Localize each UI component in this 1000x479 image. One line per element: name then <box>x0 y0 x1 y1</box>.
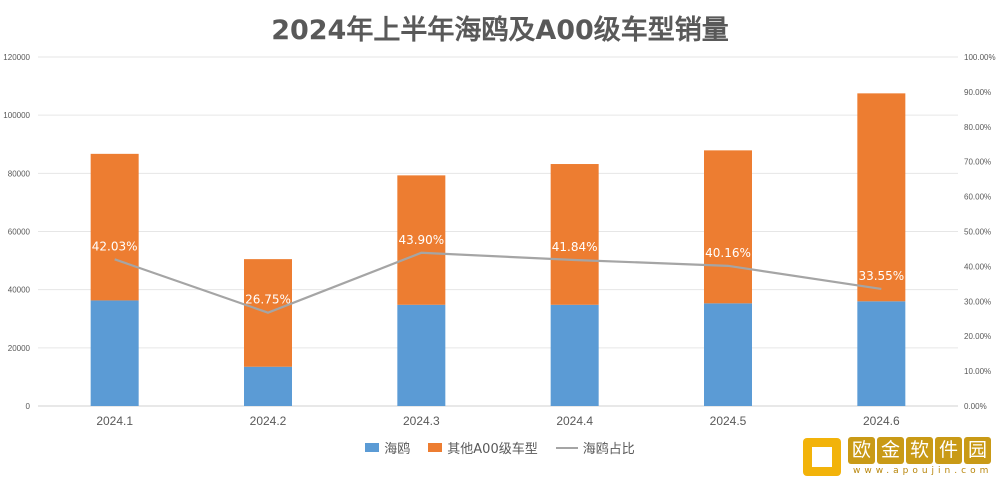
watermark-char: 件 <box>935 437 962 464</box>
legend-swatch <box>555 446 578 449</box>
y2-tick-label: 10.00% <box>964 367 991 376</box>
x-tick-label: 2024.1 <box>96 414 133 428</box>
y-tick-label: 60000 <box>8 228 31 237</box>
y-tick-label: 0 <box>26 402 31 411</box>
y-tick-label: 120000 <box>3 53 30 62</box>
data-label: 43.90% <box>398 233 444 247</box>
watermark-logo: 欧金软件园 www.apoujin.com <box>803 436 998 479</box>
data-label: 42.03% <box>92 239 138 253</box>
watermark-url: www.apoujin.com <box>853 466 993 476</box>
legend-item-haiou[interactable]: 海鸥 <box>365 438 410 457</box>
watermark-char: 园 <box>964 437 991 464</box>
y2-tick-label: 50.00% <box>964 228 991 237</box>
legend-label: 海鸥 <box>384 442 411 457</box>
legend-label: 海鸥占比 <box>582 442 635 457</box>
y-tick-label: 80000 <box>8 169 31 178</box>
y-tick-label: 20000 <box>8 344 31 353</box>
data-label: 41.84% <box>552 240 598 254</box>
legend-item-other[interactable]: 其他A00级车型 <box>428 438 538 457</box>
x-tick-label: 2024.3 <box>403 414 440 428</box>
bar-haiou <box>244 366 292 406</box>
legend-item-share[interactable]: 海鸥占比 <box>555 438 635 457</box>
line-haiou-share <box>114 251 882 314</box>
bar-haiou <box>90 300 139 406</box>
data-label: 33.55% <box>858 269 904 283</box>
x-tick-label: 2024.5 <box>710 414 747 428</box>
y-tick-label: 40000 <box>8 286 31 295</box>
bar-haiou <box>857 301 906 406</box>
y2-tick-label: 20.00% <box>964 332 991 341</box>
bar-haiou <box>704 303 752 406</box>
x-tick-label: 2024.4 <box>556 414 593 428</box>
logo-icon <box>803 438 841 476</box>
bar-haiou <box>550 304 599 406</box>
data-label: 40.16% <box>705 246 751 260</box>
watermark-char: 欧 <box>848 437 875 464</box>
bar-other <box>704 150 752 304</box>
bar-other <box>90 153 139 301</box>
watermark-text: 欧金软件园 <box>848 437 991 464</box>
bar-other <box>857 93 906 302</box>
y2-tick-label: 80.00% <box>964 123 991 132</box>
legend: 海鸥 其他A00级车型 海鸥占比 <box>0 438 1000 457</box>
y2-tick-label: 30.00% <box>964 297 991 306</box>
y2-tick-label: 60.00% <box>964 193 991 202</box>
y2-tick-label: 0.00% <box>964 402 987 411</box>
y2-tick-label: 40.00% <box>964 262 991 271</box>
y2-tick-label: 70.00% <box>964 158 991 167</box>
x-tick-label: 2024.2 <box>250 414 287 428</box>
watermark-char: 金 <box>877 437 904 464</box>
data-label: 26.75% <box>245 293 291 307</box>
bar-other <box>397 175 446 305</box>
chart-title: 2024年上半年海鸥及A00级车型销量 <box>271 15 729 46</box>
legend-label: 其他A00级车型 <box>447 442 538 457</box>
legend-swatch <box>365 443 380 452</box>
y-tick-label: 100000 <box>3 111 30 120</box>
watermark-char: 软 <box>906 437 933 464</box>
x-tick-label: 2024.6 <box>863 414 900 428</box>
y2-tick-label: 90.00% <box>964 88 991 97</box>
y2-tick-label: 100.00% <box>964 53 996 62</box>
bar-haiou <box>397 304 446 406</box>
legend-swatch <box>428 443 443 452</box>
bar-other <box>550 164 599 305</box>
